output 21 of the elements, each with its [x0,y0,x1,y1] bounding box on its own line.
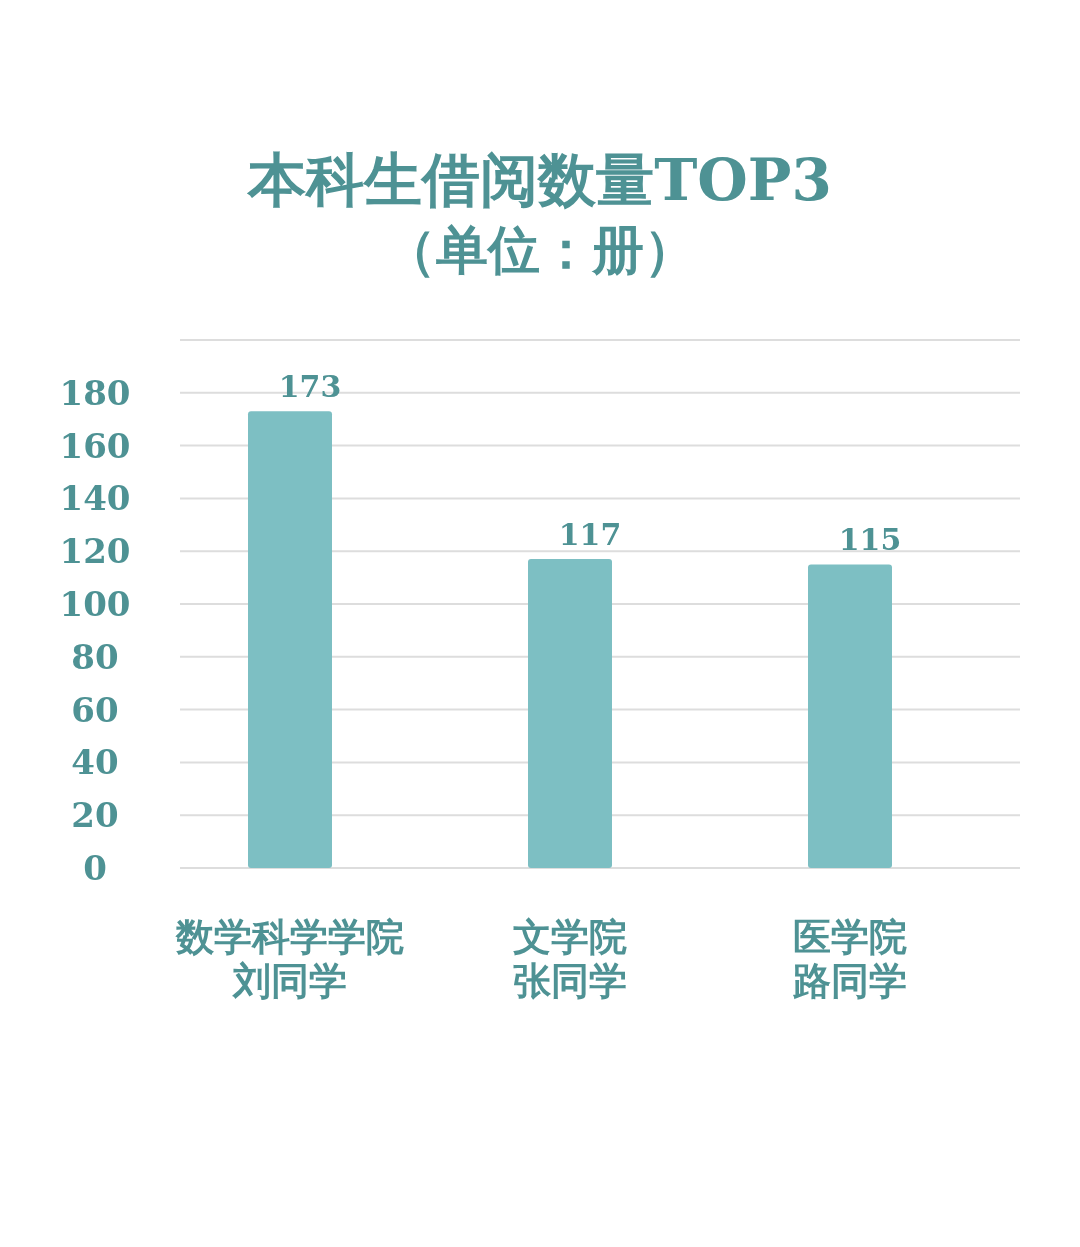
y-tick-label: 100 [59,584,131,624]
chart-subtitle: （单位：册） [384,219,696,280]
data-label: 173 [278,369,342,405]
y-tick-label: 20 [71,795,119,836]
bar [528,559,612,868]
y-tick-label: 80 [71,636,119,677]
y-tick-label: 120 [59,531,131,572]
y-tick-label: 40 [71,742,119,783]
data-label: 117 [558,517,622,553]
bar [808,564,892,868]
y-tick-label: 180 [59,372,131,413]
y-tick-label: 160 [59,425,131,466]
y-tick-label: 0 [83,848,107,888]
data-label: 115 [838,522,902,558]
y-tick-label: 140 [59,478,131,519]
y-tick-label: 60 [71,689,119,730]
x-tick-label: 医学院路同学 [792,914,907,1003]
bar [248,411,332,868]
x-tick-label: 数学科学学院刘同学 [175,914,404,1003]
x-tick-label: 文学院张同学 [513,914,627,1003]
chart-title: 本科生借阅数量TOP3 [246,146,832,214]
